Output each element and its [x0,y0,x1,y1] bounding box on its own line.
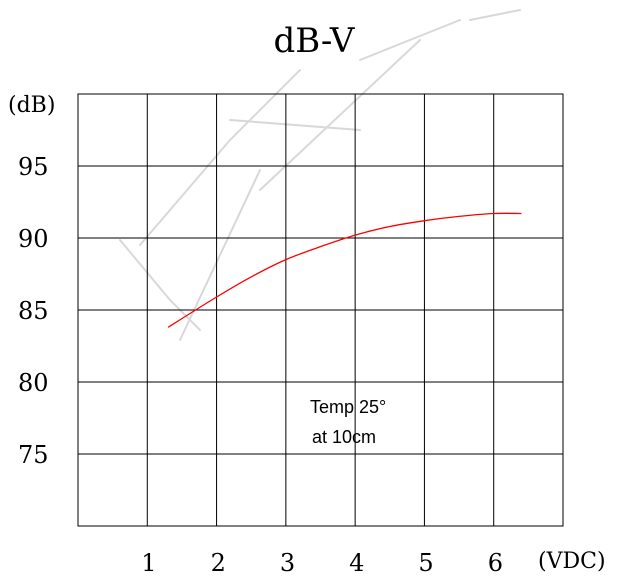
series-line [167,212,522,328]
chart-title: dB-V [274,21,356,61]
x-tick-labels: 1 2 3 4 5 6 [141,549,503,576]
plot-grid [78,94,563,526]
x-axis-label: (VDC) [538,549,606,574]
y-tick-labels: 95 90 85 80 75 [18,153,49,469]
annotation-distance: at 10cm [312,427,376,447]
y-axis-label: (dB) [8,93,55,118]
x-tick-label: 2 [211,549,226,576]
x-tick-label: 3 [280,549,295,576]
y-tick-label: 80 [18,369,49,397]
y-tick-label: 95 [18,153,49,181]
x-tick-label: 1 [141,549,156,576]
y-tick-label: 85 [18,297,49,325]
x-tick-label: 5 [418,549,433,576]
y-tick-label: 90 [18,225,49,253]
x-tick-label: 4 [349,549,364,576]
y-tick-label: 75 [18,441,49,469]
x-tick-label: 6 [488,549,503,576]
annotation-temperature: Temp 25° [310,397,386,417]
plot-frame [77,93,564,527]
